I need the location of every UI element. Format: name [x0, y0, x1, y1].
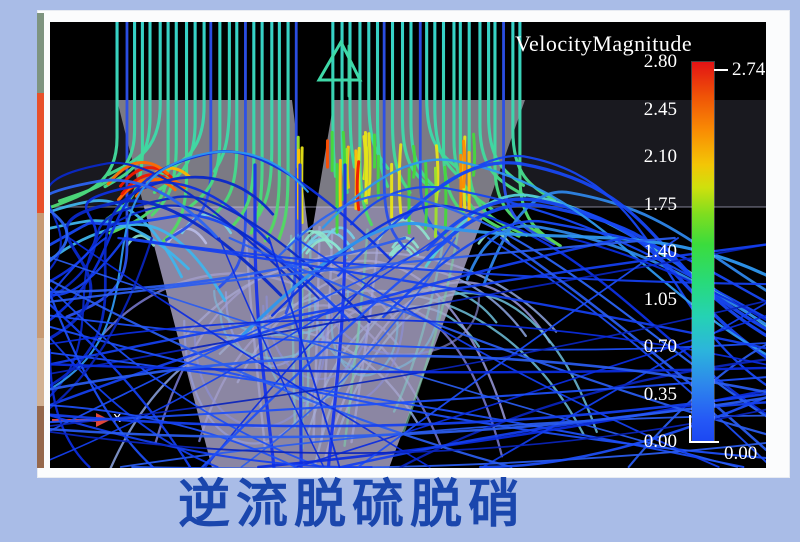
slide-edge-strip-segment [37, 213, 44, 338]
slide-edge-strip-segment [37, 93, 44, 213]
streamline-canvas [50, 22, 766, 468]
slide-edge-strip [37, 13, 44, 468]
slide-edge-strip-segment [37, 406, 44, 468]
slide-edge-strip-segment [37, 13, 44, 93]
slide-edge-strip-segment [37, 338, 44, 406]
cfd-viewport: VelocityMagnitude 2.80 2.45 2.10 1.75 1.40 1.… [50, 22, 766, 468]
caption-title: 逆流脱硫脱硝 [178, 475, 527, 535]
